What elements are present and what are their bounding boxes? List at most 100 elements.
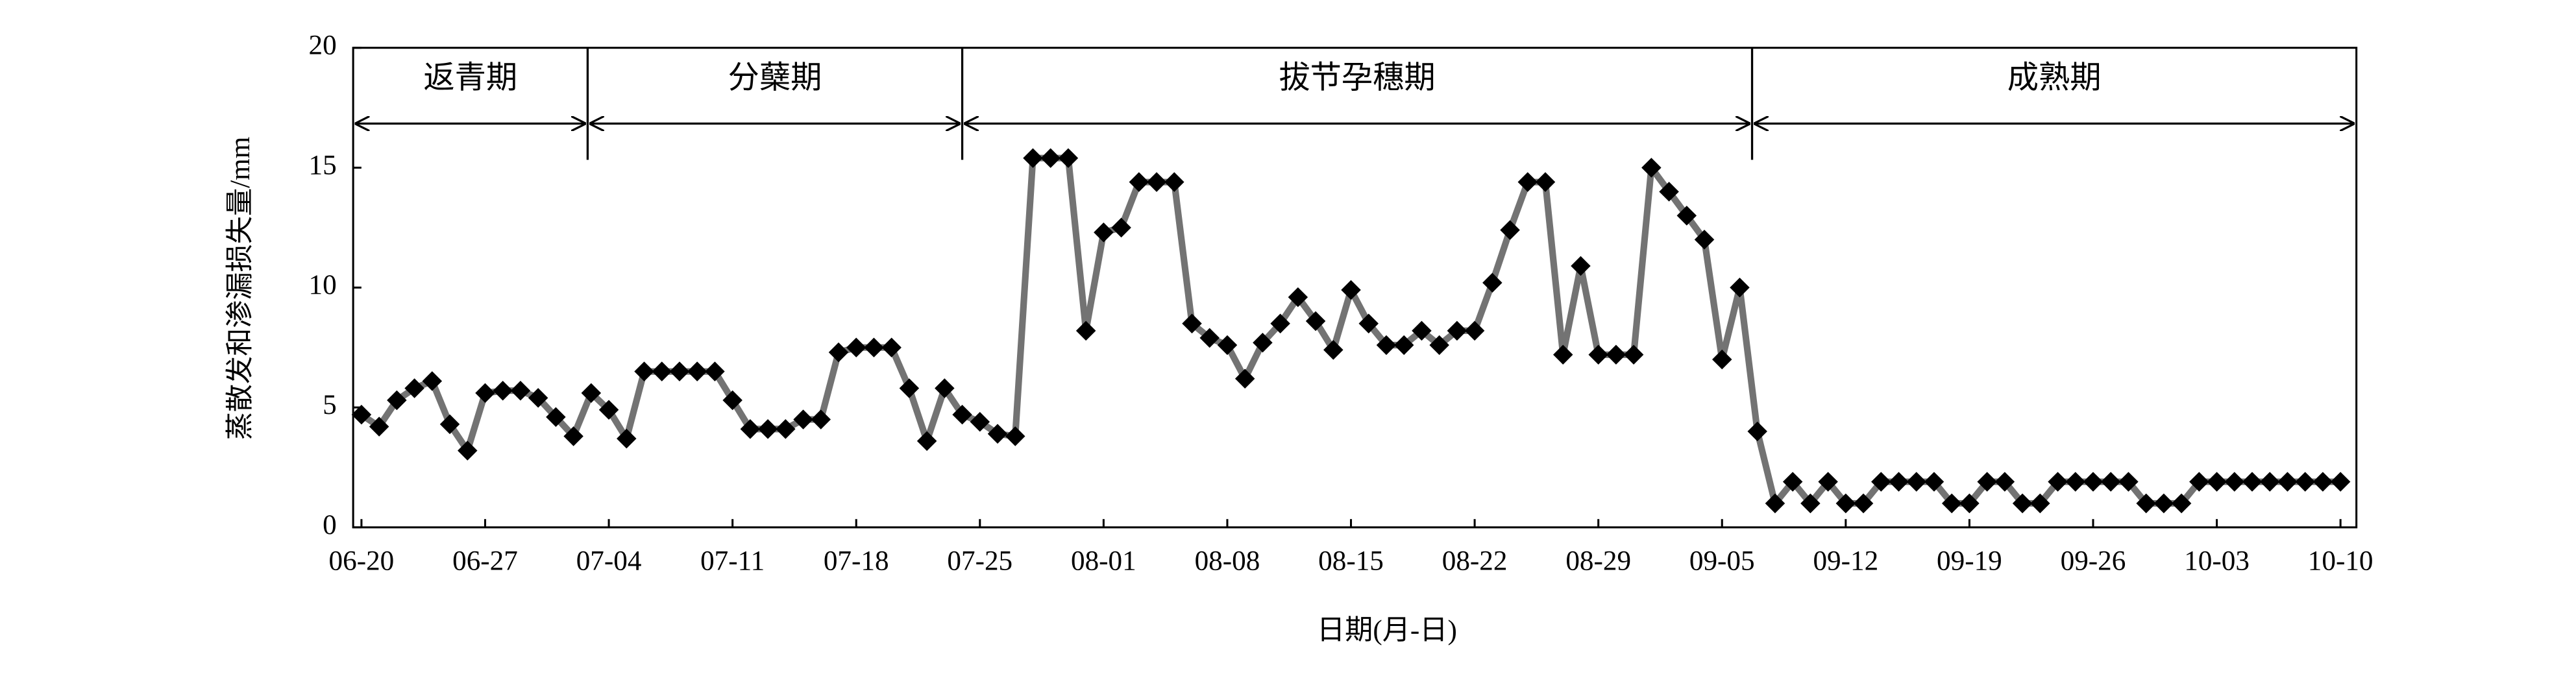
data-point <box>2189 472 2209 492</box>
data-point <box>1818 472 1838 492</box>
data-point <box>510 380 531 401</box>
phase-label: 分蘖期 <box>728 61 822 95</box>
data-point <box>634 361 654 381</box>
data-point <box>952 404 972 425</box>
data-point <box>387 390 407 411</box>
data-point <box>1482 272 1503 293</box>
data-point <box>2100 472 2121 492</box>
data-point <box>1676 206 1697 226</box>
data-point <box>1129 172 1149 192</box>
data-point <box>1800 493 1821 514</box>
data-point <box>1146 172 1167 192</box>
data-point <box>1323 340 1343 360</box>
data-point <box>1730 278 1750 298</box>
y-tick-label: 20 <box>309 30 337 61</box>
data-point <box>1464 320 1485 341</box>
data-point <box>1234 368 1255 389</box>
x-tick-label: 07-11 <box>700 546 765 577</box>
data-point <box>2171 493 2192 514</box>
data-point <box>1376 335 1397 355</box>
data-point <box>1094 223 1114 243</box>
data-point <box>2136 493 2156 514</box>
data-point <box>793 409 813 429</box>
data-point <box>1447 320 1467 341</box>
data-point <box>2259 472 2280 492</box>
x-tick-label: 08-01 <box>1071 546 1136 577</box>
data-point <box>439 414 460 435</box>
data-point <box>1552 344 1573 365</box>
data-point <box>1058 148 1079 168</box>
data-point <box>1959 493 1980 514</box>
phase-label: 返青期 <box>423 61 517 95</box>
data-point <box>1358 313 1379 333</box>
data-point <box>1341 280 1361 300</box>
y-tick-label: 10 <box>309 270 337 300</box>
data-point <box>1941 493 1962 514</box>
data-point <box>1075 320 1096 341</box>
data-point <box>2065 472 2086 492</box>
phase-label: 成熟期 <box>2007 61 2102 95</box>
data-point <box>1393 335 1414 355</box>
data-point <box>1853 493 1874 514</box>
y-tick-label: 5 <box>323 390 337 420</box>
data-point <box>493 380 513 401</box>
data-point <box>1694 230 1715 250</box>
data-point <box>1641 158 1662 178</box>
data-point <box>1429 335 1449 355</box>
data-point <box>916 431 937 451</box>
data-point <box>846 337 866 357</box>
data-point <box>1871 472 1891 492</box>
data-point <box>1712 349 1732 370</box>
x-axis-title: 日期(月-日) <box>1317 615 1457 645</box>
x-tick-label: 07-18 <box>824 546 889 577</box>
data-point <box>1588 344 1608 365</box>
data-point <box>1412 320 1432 341</box>
data-point <box>1111 217 1131 238</box>
data-point <box>1253 333 1273 353</box>
data-point <box>546 407 566 427</box>
data-point <box>864 337 884 357</box>
data-point <box>1535 172 1556 192</box>
data-point <box>1517 172 1538 192</box>
y-axis-title: 蒸散发和渗漏损失量/mm <box>225 137 256 440</box>
data-point <box>1782 472 1803 492</box>
data-point <box>458 440 478 461</box>
data-point <box>1747 421 1767 442</box>
data-point <box>2295 472 2315 492</box>
x-tick-label: 10-10 <box>2308 546 2374 577</box>
data-point <box>2242 472 2263 492</box>
data-point <box>811 409 831 429</box>
x-tick-label: 07-04 <box>576 546 642 577</box>
data-point <box>687 361 707 381</box>
data-point <box>1994 472 2015 492</box>
data-point <box>669 361 690 381</box>
x-tick-label: 08-29 <box>1565 546 1631 577</box>
data-point <box>2330 472 2351 492</box>
x-tick-label: 09-26 <box>2061 546 2126 577</box>
x-tick-label: 10-03 <box>2184 546 2250 577</box>
x-tick-label: 08-08 <box>1195 546 1260 577</box>
data-point <box>2083 472 2104 492</box>
data-point <box>722 390 742 411</box>
x-tick-label: 08-15 <box>1318 546 1384 577</box>
data-point <box>2118 472 2139 492</box>
data-point <box>1164 172 1184 192</box>
data-point <box>652 361 672 381</box>
data-point <box>2312 472 2333 492</box>
x-tick-label: 08-22 <box>1442 546 1508 577</box>
data-point <box>2030 493 2050 514</box>
data-point <box>1270 313 1290 333</box>
data-point <box>528 388 548 408</box>
data-point <box>1835 493 1856 514</box>
data-point <box>617 428 637 449</box>
data-point <box>1977 472 1997 492</box>
y-tick-label: 0 <box>323 510 337 540</box>
data-point <box>1906 472 1926 492</box>
data-point <box>1889 472 1909 492</box>
data-point <box>1765 493 1785 514</box>
data-point <box>1500 220 1520 240</box>
data-point <box>1005 426 1025 446</box>
data-point <box>1659 182 1679 202</box>
data-point <box>404 378 424 398</box>
